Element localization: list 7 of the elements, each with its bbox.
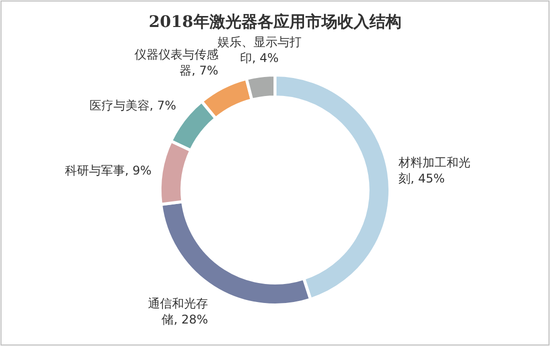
slice-label: 通信和光存储, 28% [148, 296, 208, 327]
chart-title: 2018年激光器各应用市场收入结构 [148, 12, 402, 31]
slice-label: 材料加工和光刻, 45% [397, 155, 470, 186]
slice-label: 医疗与美容, 7% [90, 98, 176, 112]
slice-label: 娱乐、显示与打印, 4% [217, 34, 302, 65]
slice-label: 仪器仪表与传感器, 7% [134, 48, 218, 78]
slice-label: 科研与军事, 9% [64, 163, 152, 178]
